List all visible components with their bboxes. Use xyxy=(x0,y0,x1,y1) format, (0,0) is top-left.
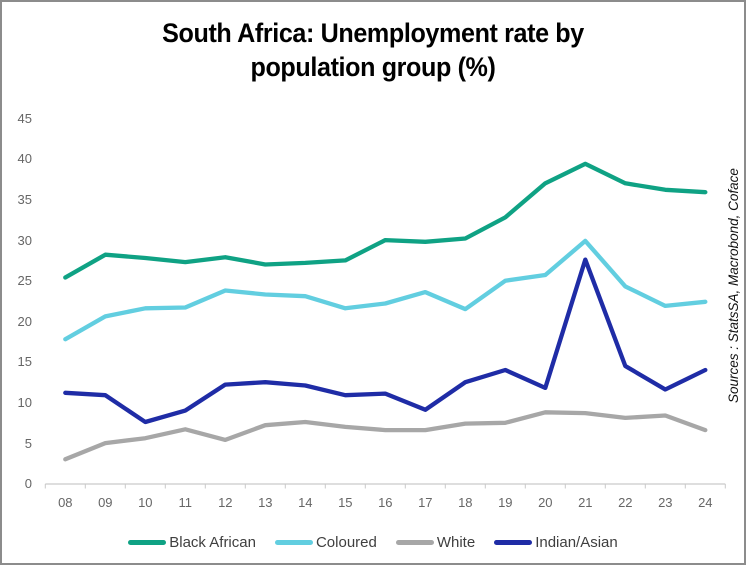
source-note: Sources : StatsSA, Macrobond, Coface xyxy=(726,168,741,404)
legend-swatch-coloured xyxy=(274,539,313,546)
x-axis-tick-label: 14 xyxy=(298,495,313,510)
x-axis-tick-label: 22 xyxy=(618,495,633,510)
legend-item-white: White xyxy=(395,534,476,551)
y-axis-tick-label: 25 xyxy=(17,273,32,289)
x-axis-tick-label: 09 xyxy=(98,495,113,510)
legend-item-coloured: Coloured xyxy=(274,534,377,551)
series-line-coloured xyxy=(63,238,708,342)
x-axis-tick-label: 23 xyxy=(658,495,673,510)
y-axis-tick-label: 20 xyxy=(17,313,32,329)
legend-label-coloured: Coloured xyxy=(315,534,377,551)
x-axis-tick-label: 18 xyxy=(458,495,473,510)
legend-label-white: White xyxy=(436,534,476,551)
x-axis-tick-label: 17 xyxy=(418,495,433,510)
legend-swatch-indian-asian xyxy=(494,539,533,546)
legend-item-indian-asian: Indian/Asian xyxy=(494,534,618,551)
chart-title: South Africa: Unemployment rate by popul… xyxy=(28,16,718,84)
y-axis-tick-label: 5 xyxy=(24,435,32,451)
y-axis-tick-label: 30 xyxy=(17,232,32,248)
series-line-white xyxy=(63,410,708,462)
x-axis-tick-label: 12 xyxy=(218,495,233,510)
y-axis-tick-label: 0 xyxy=(24,476,32,492)
legend-item-black-african: Black African xyxy=(128,534,256,551)
y-axis-tick-label: 15 xyxy=(17,354,32,370)
chart-title-line1: South Africa: Unemployment rate by xyxy=(162,18,584,48)
x-axis-tick-label: 15 xyxy=(338,495,353,510)
x-axis-tick-label: 08 xyxy=(58,495,73,510)
x-axis-tick-label: 16 xyxy=(378,495,393,510)
x-axis-tick-label: 10 xyxy=(138,495,153,510)
x-axis-tick-label: 11 xyxy=(178,495,193,510)
legend-swatch-white xyxy=(395,539,434,546)
x-axis-tick-label: 19 xyxy=(498,495,513,510)
legend-label-black-african: Black African xyxy=(169,534,256,551)
chart-legend: Black African Coloured White Indian/Asian xyxy=(2,534,744,551)
y-axis-tick-label: 45 xyxy=(17,110,32,126)
chart-title-line2: population group (%) xyxy=(250,52,496,82)
y-axis-tick-label: 40 xyxy=(17,151,32,167)
series-line-indian-asian xyxy=(63,257,708,425)
series-line-black-african xyxy=(63,161,708,280)
x-axis-tick-label: 21 xyxy=(578,495,593,510)
legend-swatch-black-african xyxy=(128,539,167,546)
legend-label-indian-asian: Indian/Asian xyxy=(535,534,618,551)
y-axis-tick-label: 10 xyxy=(17,395,32,410)
y-axis-tick-label: 35 xyxy=(17,192,32,208)
x-axis-tick-label: 13 xyxy=(258,495,273,510)
x-axis-tick-label: 20 xyxy=(538,495,553,510)
x-axis-tick-label: 24 xyxy=(698,495,713,510)
